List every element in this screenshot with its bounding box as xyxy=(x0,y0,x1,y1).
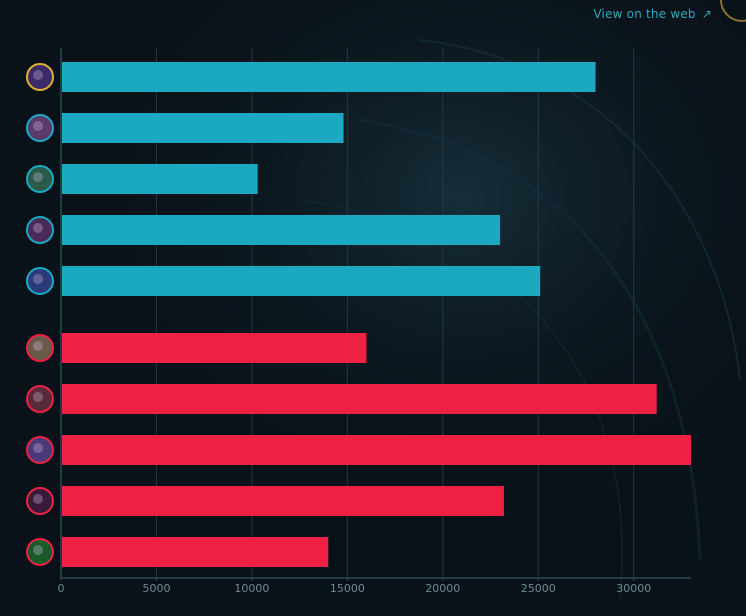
champion-portrait-6-highlight xyxy=(33,341,43,351)
bar-blue-2 xyxy=(62,113,344,143)
bar-red-4 xyxy=(62,486,504,516)
x-tick-label: 30000 xyxy=(616,582,651,595)
bar-blue-5 xyxy=(62,266,541,296)
champion-portrait-10-icon xyxy=(26,538,54,566)
champion-portrait-7-icon xyxy=(26,385,54,413)
champion-portrait-4-icon xyxy=(26,216,54,244)
champion-portrait-3-icon xyxy=(26,165,54,193)
x-tick-label: 25000 xyxy=(521,582,556,595)
champion-portrait-1-icon xyxy=(26,63,54,91)
champion-portrait-5-highlight xyxy=(33,274,43,284)
champion-portrait-9-highlight xyxy=(33,494,43,504)
bar-blue-1 xyxy=(62,62,596,92)
champion-portrait-1-highlight xyxy=(33,70,43,80)
champion-portrait-9-icon xyxy=(26,487,54,515)
champion-portrait-10-highlight xyxy=(33,545,43,555)
bar-red-2 xyxy=(62,384,657,414)
champion-portrait-2-icon xyxy=(26,114,54,142)
champion-portrait-4-highlight xyxy=(33,223,43,233)
external-link-arrow-icon: ↗ xyxy=(701,7,712,21)
x-tick-label: 0 xyxy=(58,582,65,595)
bar-red-5 xyxy=(62,537,329,567)
x-tick-label: 20000 xyxy=(425,582,460,595)
bar-red-1 xyxy=(62,333,367,363)
bar-blue-4 xyxy=(62,215,501,245)
x-tick-label: 5000 xyxy=(142,582,170,595)
view-on-web-link[interactable]: View on the web ↗ xyxy=(593,7,712,21)
champion-portrait-6-icon xyxy=(26,334,54,362)
view-on-web-label: View on the web xyxy=(593,7,696,21)
champion-portrait-8-icon xyxy=(26,436,54,464)
champion-portrait-5-icon xyxy=(26,267,54,295)
x-tick-label: 10000 xyxy=(234,582,269,595)
champion-portrait-7-highlight xyxy=(33,392,43,402)
bar-blue-3 xyxy=(62,164,258,194)
champion-portrait-8-highlight xyxy=(33,443,43,453)
x-tick-label: 15000 xyxy=(330,582,365,595)
champion-portrait-2-highlight xyxy=(33,121,43,131)
bar-red-3 xyxy=(62,435,691,465)
champion-portrait-3-highlight xyxy=(33,172,43,182)
